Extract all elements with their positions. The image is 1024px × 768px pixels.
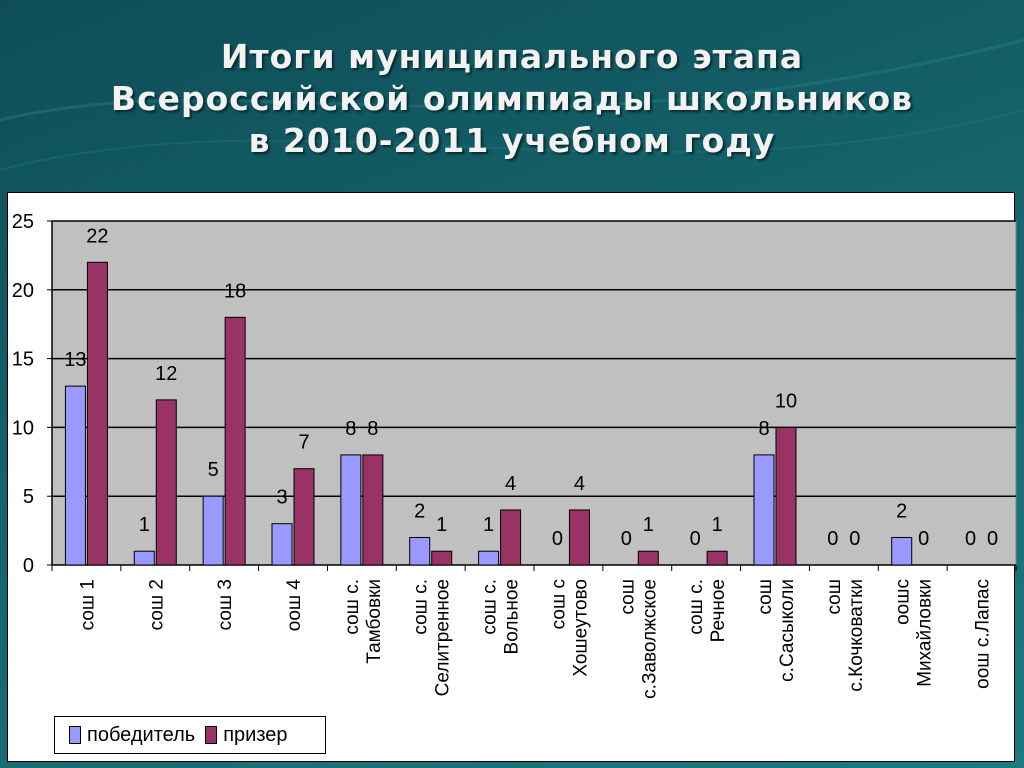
title-line-1: Итоги муниципального этапа [220, 37, 804, 76]
x-tick-label: сош с.Речное [686, 579, 729, 642]
x-tick-label: сош сХошеутово [548, 579, 591, 677]
data-label: 22 [86, 225, 108, 247]
bar [753, 454, 775, 566]
data-label: 2 [896, 500, 907, 522]
legend-swatch-winner [69, 726, 81, 744]
data-label: 18 [224, 280, 246, 302]
chart-legend: победитель призер [54, 716, 326, 754]
data-label: 1 [712, 514, 723, 536]
bar [891, 536, 913, 566]
data-label: 0 [918, 528, 929, 550]
data-label: 0 [827, 528, 838, 550]
bar [64, 385, 86, 566]
x-tick-label: оош с.Лапас [973, 579, 994, 689]
bar [271, 523, 293, 566]
data-label: 0 [849, 528, 860, 550]
data-label: 0 [552, 528, 563, 550]
data-label: 1 [643, 514, 654, 536]
legend-swatch-prize [205, 726, 218, 744]
legend-item-winner: победитель [69, 724, 195, 747]
bar [340, 454, 362, 566]
x-tick-label: сош с.Селитренное [411, 579, 454, 696]
bar [706, 550, 728, 566]
bar [293, 468, 315, 566]
y-tick-label: 0 [23, 555, 34, 577]
data-label: 8 [345, 418, 356, 440]
data-label: 0 [621, 528, 632, 550]
data-label: 1 [483, 514, 494, 536]
y-tick-label: 25 [12, 211, 34, 233]
data-label: 13 [64, 349, 86, 371]
x-tick-label: сош 1 [77, 579, 98, 630]
data-label: 7 [298, 432, 309, 454]
data-label: 2 [414, 500, 425, 522]
bar [637, 550, 659, 566]
x-tick-label: сош 3 [215, 579, 236, 630]
data-label: 10 [775, 390, 797, 412]
x-tick-label: сошс.Сасыколи [755, 579, 798, 682]
bar [500, 509, 522, 566]
legend-label-prize: призер [223, 723, 288, 746]
legend-label-winner: победитель [87, 723, 196, 746]
data-label: 8 [758, 418, 769, 440]
bar [133, 550, 155, 566]
data-label: 5 [208, 459, 219, 481]
bar [568, 509, 590, 566]
data-label: 0 [965, 528, 976, 550]
bar [155, 399, 177, 566]
y-tick-label: 15 [12, 349, 34, 371]
bar [202, 495, 224, 566]
data-label: 12 [155, 363, 177, 385]
x-tick-label: оош 4 [284, 579, 305, 632]
bar [478, 550, 500, 566]
y-tick-label: 20 [12, 280, 34, 302]
bar [224, 316, 246, 566]
bar [362, 454, 384, 566]
y-tick-label: 10 [12, 417, 34, 439]
bar [775, 426, 797, 566]
data-label: 1 [139, 514, 150, 536]
x-tick-label: оошсМихайловки [893, 579, 936, 687]
title-line-2: Всероссийской олимпиады школьников [110, 79, 914, 118]
x-tick-label: сошс.Заволжское [617, 579, 660, 699]
x-tick-label: сошс.Кочковатки [824, 579, 867, 692]
data-label: 0 [690, 528, 701, 550]
data-label: 3 [276, 487, 287, 509]
data-label: 8 [367, 418, 378, 440]
x-tick-label: сош 2 [146, 579, 167, 630]
bar [409, 536, 431, 566]
plot-area [51, 220, 1017, 566]
data-label: 0 [987, 528, 998, 550]
data-label: 4 [574, 473, 585, 495]
bar [86, 261, 108, 566]
data-label: 4 [505, 473, 516, 495]
data-label: 1 [436, 514, 447, 536]
legend-item-prize: призер [205, 723, 288, 747]
bar [431, 550, 453, 566]
x-tick-label: сош с.Вольное [480, 579, 523, 654]
slide-title: Итоги муниципального этапа Всероссийской… [0, 36, 1024, 162]
y-tick-label: 5 [23, 486, 34, 508]
x-tick-label: сош с.Тамбовки [342, 579, 385, 664]
title-line-3: в 2010-2011 учебном году [248, 121, 776, 160]
